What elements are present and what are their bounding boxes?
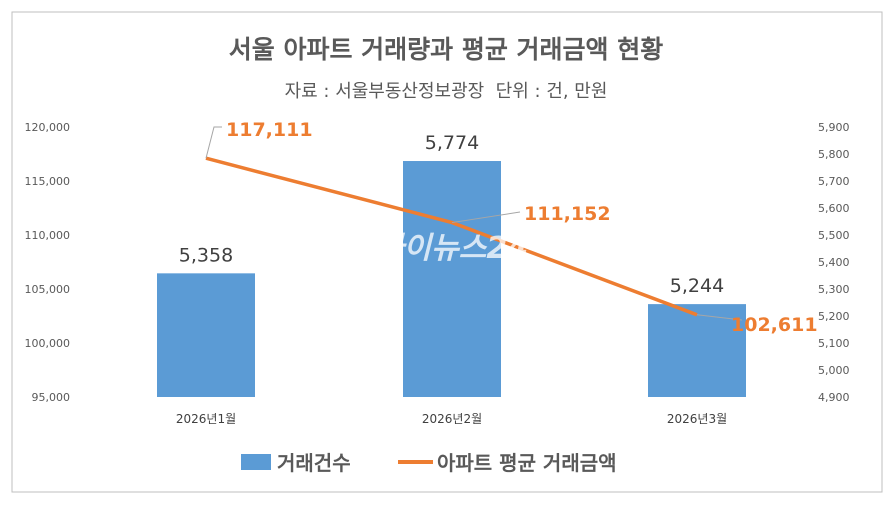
- left-axis-tick: 100,000: [25, 337, 71, 350]
- leader-line: [451, 211, 521, 224]
- right-axis-tick: 5,700: [818, 175, 850, 188]
- right-axis-tick: 4,900: [818, 391, 850, 404]
- bar: [157, 273, 255, 397]
- line-data-label: 102,611: [731, 314, 818, 336]
- right-axis-tick: 5,800: [818, 148, 850, 161]
- left-axis-tick: 95,000: [32, 391, 71, 404]
- watermark: 아이뉴스24: [376, 231, 528, 266]
- leader-line: [205, 126, 222, 159]
- bar: [648, 304, 746, 397]
- left-axis-tick: 110,000: [25, 229, 71, 242]
- legend-swatch-bar: [241, 454, 271, 470]
- line-data-label: 117,111: [226, 119, 313, 141]
- bar-data-label: 5,244: [670, 275, 724, 297]
- right-axis-tick: 5,000: [818, 364, 850, 377]
- chart-title: 서울 아파트 거래량과 평균 거래금액 현황: [229, 35, 664, 64]
- right-axis-tick: 5,200: [818, 310, 850, 323]
- left-axis-tick: 115,000: [25, 175, 71, 188]
- leader-line: [696, 314, 743, 321]
- category-label: 2026년3월: [667, 412, 727, 426]
- right-axis-tick: 5,100: [818, 337, 850, 350]
- left-axis-tick: 105,000: [25, 283, 71, 296]
- legend-label-line: 아파트 평균 거래금액: [437, 451, 617, 475]
- bar-data-label: 5,774: [425, 132, 479, 154]
- line-data-label: 111,152: [524, 203, 611, 225]
- right-axis-tick: 5,300: [818, 283, 850, 296]
- category-label: 2026년1월: [176, 412, 236, 426]
- right-axis-tick: 5,900: [818, 121, 850, 134]
- bar: [403, 161, 501, 397]
- right-axis-tick: 5,400: [818, 256, 850, 269]
- bar-data-label: 5,358: [179, 244, 233, 266]
- category-label: 2026년2월: [422, 412, 482, 426]
- legend: 거래건수 아파트 평균 거래금액: [241, 451, 617, 475]
- right-axis-tick: 5,500: [818, 229, 850, 242]
- legend-label-bar: 거래건수: [277, 451, 351, 475]
- left-axis-tick: 120,000: [25, 121, 71, 134]
- right-axis-tick: 5,600: [818, 202, 850, 215]
- chart-subtitle: 자료 : 서울부동산정보광장 단위 : 건, 만원: [285, 81, 608, 102]
